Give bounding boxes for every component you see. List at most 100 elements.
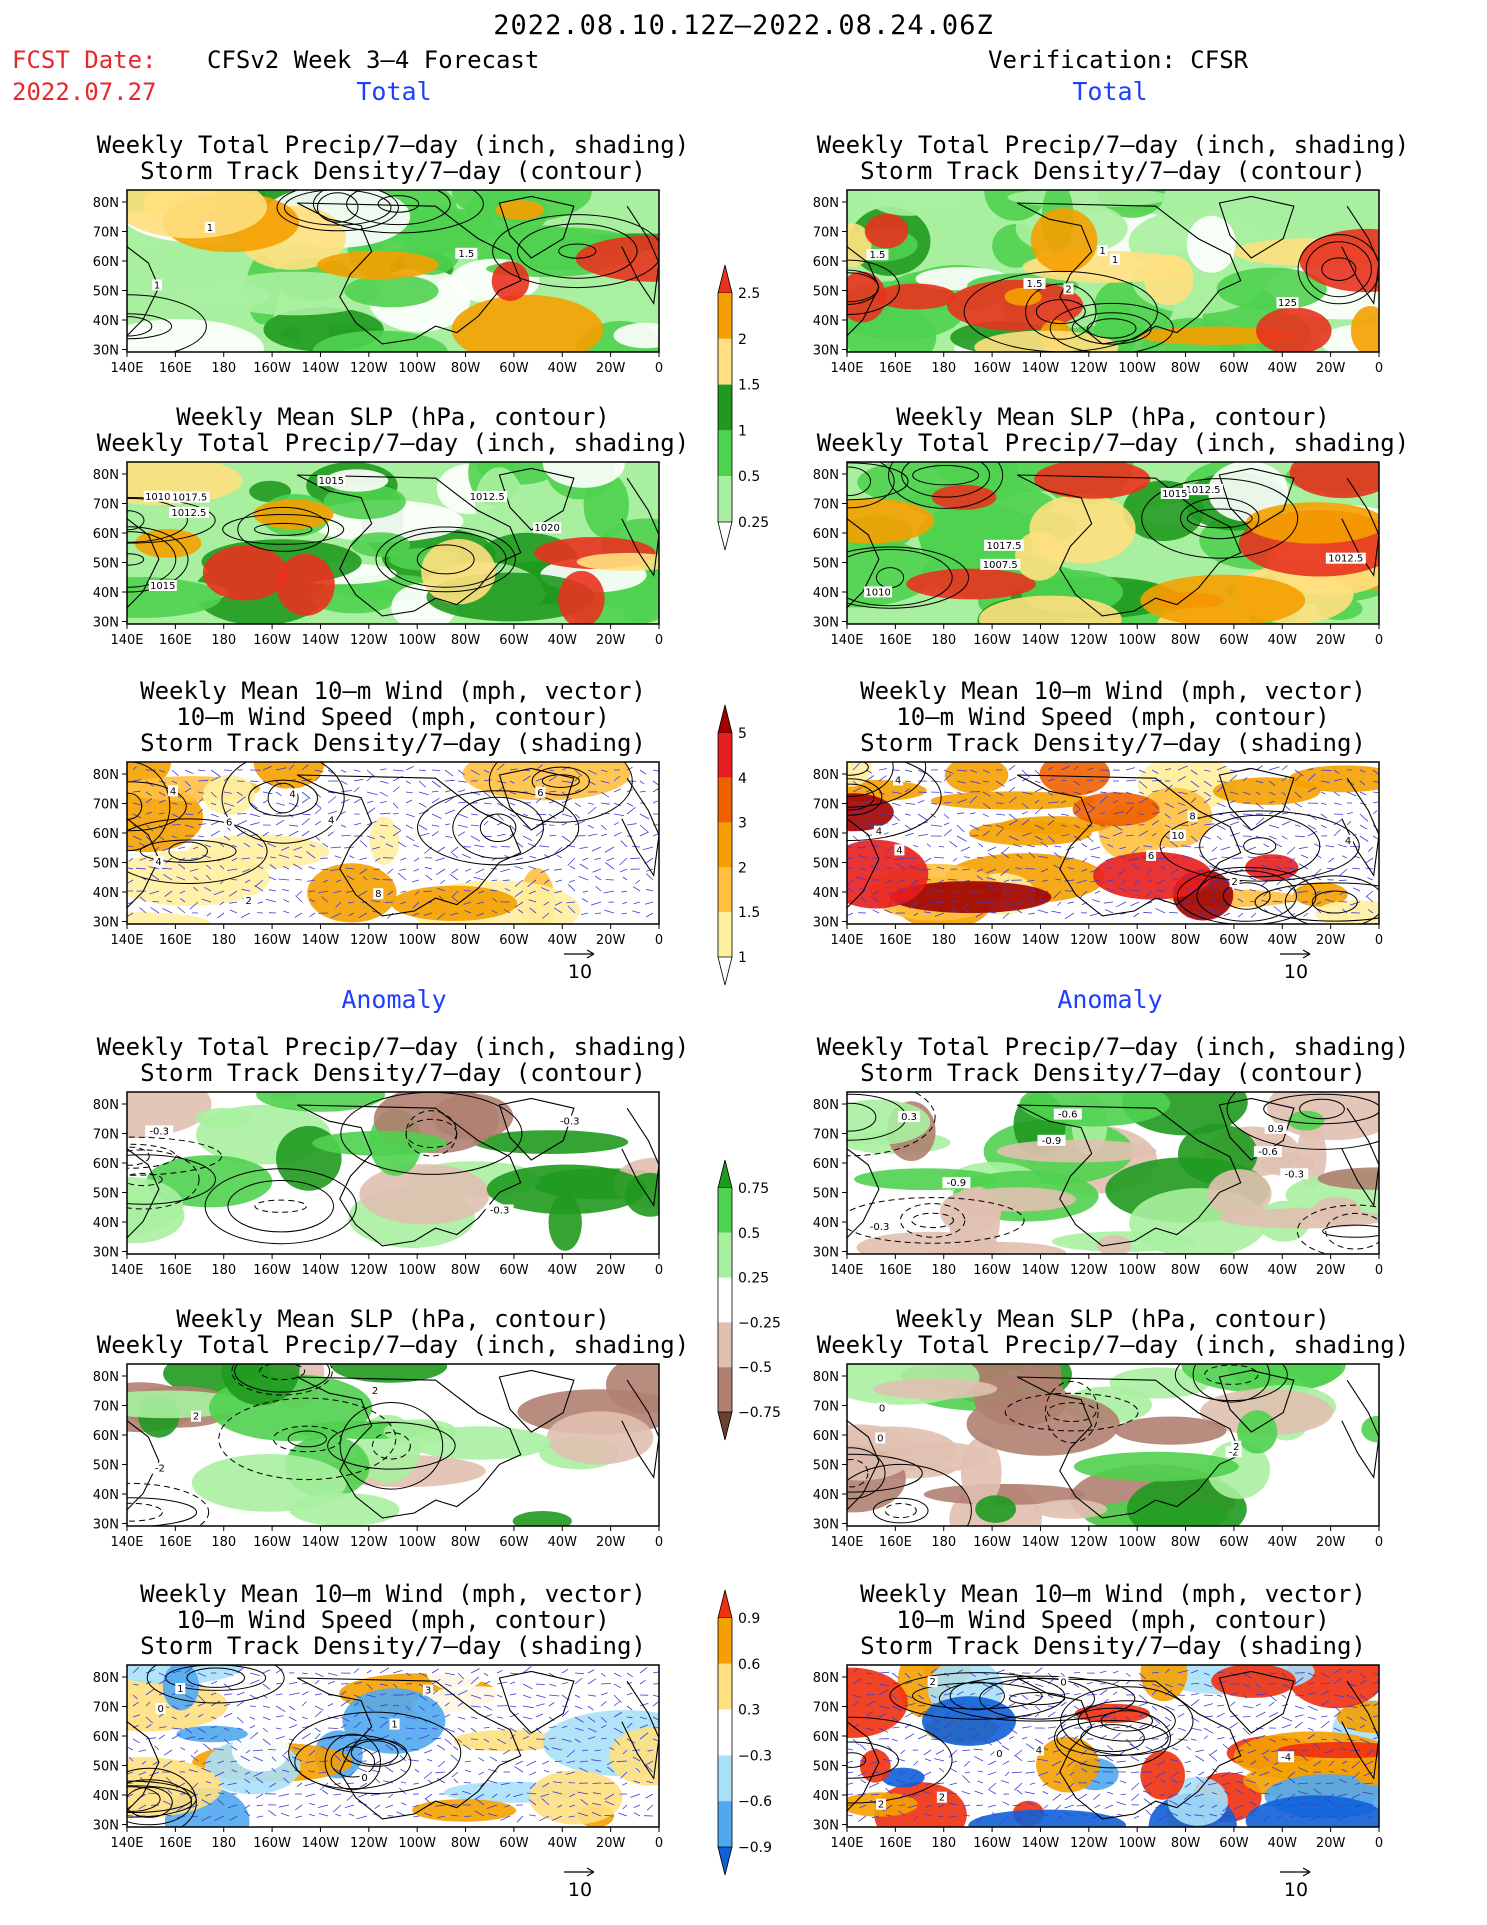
contour-line xyxy=(452,796,544,859)
wind-vector xyxy=(1034,799,1040,804)
wind-vector xyxy=(982,813,989,818)
wind-vector xyxy=(1302,877,1309,881)
contour-label-bg xyxy=(169,491,210,503)
contour-layer xyxy=(127,497,516,593)
wind-vector xyxy=(1366,1815,1374,1820)
wind-vector xyxy=(1364,1760,1374,1766)
coastline xyxy=(846,1670,1380,1820)
wind-vector xyxy=(949,840,958,848)
wind-vector xyxy=(127,912,134,918)
colorbar-segment xyxy=(718,338,732,385)
wind-vector xyxy=(262,1705,270,1708)
wind-vector xyxy=(1155,1771,1166,1778)
shade-blob xyxy=(176,1725,248,1743)
wind-vector xyxy=(1249,1801,1257,1806)
wind-vector xyxy=(1177,791,1188,795)
shade-blob xyxy=(546,1411,654,1465)
wind-vector xyxy=(405,835,415,842)
contour-label-bg xyxy=(155,1703,166,1714)
vector-reference: 10 xyxy=(1280,949,1311,983)
contour-line xyxy=(1297,234,1379,305)
contour-line xyxy=(254,522,313,536)
wind-vector xyxy=(366,1727,375,1732)
wind-vector xyxy=(995,780,1005,787)
wind-vector xyxy=(962,908,971,914)
wind-vector xyxy=(1042,1791,1049,1795)
wind-vector xyxy=(925,1804,932,1809)
wind-vector xyxy=(1359,1724,1366,1729)
wind-vector xyxy=(1281,1724,1292,1729)
wind-vector xyxy=(423,1749,433,1754)
wind-vector xyxy=(1011,1771,1023,1774)
wind-vector xyxy=(995,1716,1005,1719)
shade-blob xyxy=(922,1696,1016,1746)
wind-vector xyxy=(1001,887,1010,892)
wind-vector xyxy=(1234,1815,1244,1821)
wind-vector xyxy=(431,769,441,771)
wind-vector xyxy=(1307,1733,1315,1740)
contour-line xyxy=(1047,1402,1097,1422)
wind-vector xyxy=(249,1731,259,1740)
contour-line xyxy=(127,526,189,593)
wind-vector xyxy=(253,1749,264,1752)
wind-vector xyxy=(483,1680,491,1685)
wind-vector xyxy=(1220,1813,1231,1817)
wind-vector xyxy=(1255,1735,1266,1740)
wind-vector xyxy=(587,806,597,815)
wind-vector xyxy=(253,1756,264,1762)
wind-vector xyxy=(574,1705,583,1710)
wind-vector xyxy=(1351,1793,1361,1799)
contour-label-bg xyxy=(1037,1134,1066,1146)
wind-vector xyxy=(1229,1722,1239,1729)
wind-vector xyxy=(1177,1713,1185,1718)
lon-tick-label: 0 xyxy=(1375,1263,1383,1278)
wind-vector xyxy=(852,1667,859,1674)
wind-vector xyxy=(127,1815,134,1817)
wind-vector xyxy=(604,1815,615,1817)
wind-vector xyxy=(1008,1736,1014,1740)
shade-blob xyxy=(889,881,1052,914)
wind-vector xyxy=(1372,810,1378,815)
wind-vector xyxy=(444,1672,456,1676)
wind-vector xyxy=(340,789,352,793)
lon-tick-label: 160W xyxy=(253,633,291,648)
contour-line xyxy=(847,1752,867,1768)
wind-vector xyxy=(414,890,420,896)
wind-vector xyxy=(327,769,334,774)
contour-line xyxy=(1159,810,1360,882)
wind-vector xyxy=(1133,1815,1140,1819)
wind-vector xyxy=(1324,1793,1335,1801)
wind-vector xyxy=(622,901,628,905)
wind-vector xyxy=(1138,1683,1147,1689)
lon-tick-label: 180 xyxy=(211,1836,236,1851)
wind-vector xyxy=(609,1746,615,1751)
panel-title-left-5: Weekly Mean 10–m Wind (mph, vector) 10–m … xyxy=(63,1581,723,1659)
wind-vector xyxy=(1242,1716,1251,1718)
wind-vector xyxy=(1203,769,1211,772)
shade-blob xyxy=(1015,531,1063,581)
wind-vector xyxy=(1346,1669,1353,1674)
wind-vector xyxy=(496,1681,508,1685)
wind-vector xyxy=(1333,1678,1342,1685)
colorbar-segment xyxy=(718,912,732,957)
contour-line xyxy=(847,762,869,776)
wind-vector xyxy=(1221,1771,1231,1778)
contour-label-bg xyxy=(984,539,1024,551)
lat-tick-label: 80N xyxy=(813,468,839,483)
wind-vector xyxy=(871,896,880,903)
contour-line xyxy=(912,465,979,486)
wind-vector xyxy=(878,1671,890,1674)
wind-vector xyxy=(1366,896,1374,903)
shade-blob xyxy=(1004,287,1042,306)
wind-vector xyxy=(969,795,978,804)
wind-vector xyxy=(1320,1672,1330,1678)
wind-vector xyxy=(413,1782,420,1785)
wind-vector xyxy=(353,1668,360,1674)
wind-vector xyxy=(244,1778,251,1784)
lon-tick-label: 140E xyxy=(830,1535,863,1550)
shade-blob xyxy=(558,570,605,624)
wind-vector xyxy=(301,764,309,771)
wind-vector xyxy=(1034,806,1044,815)
shade-blob xyxy=(881,1767,925,1788)
